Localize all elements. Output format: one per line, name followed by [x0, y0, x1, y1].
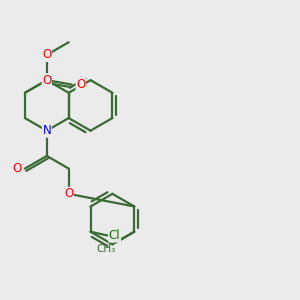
Text: O: O — [64, 187, 73, 200]
Text: O: O — [76, 78, 86, 91]
Text: O: O — [13, 162, 22, 175]
Text: CH₃: CH₃ — [97, 244, 116, 254]
Text: O: O — [42, 74, 51, 87]
Text: O: O — [42, 48, 51, 62]
Text: N: N — [42, 124, 51, 137]
Text: Cl: Cl — [109, 229, 120, 242]
